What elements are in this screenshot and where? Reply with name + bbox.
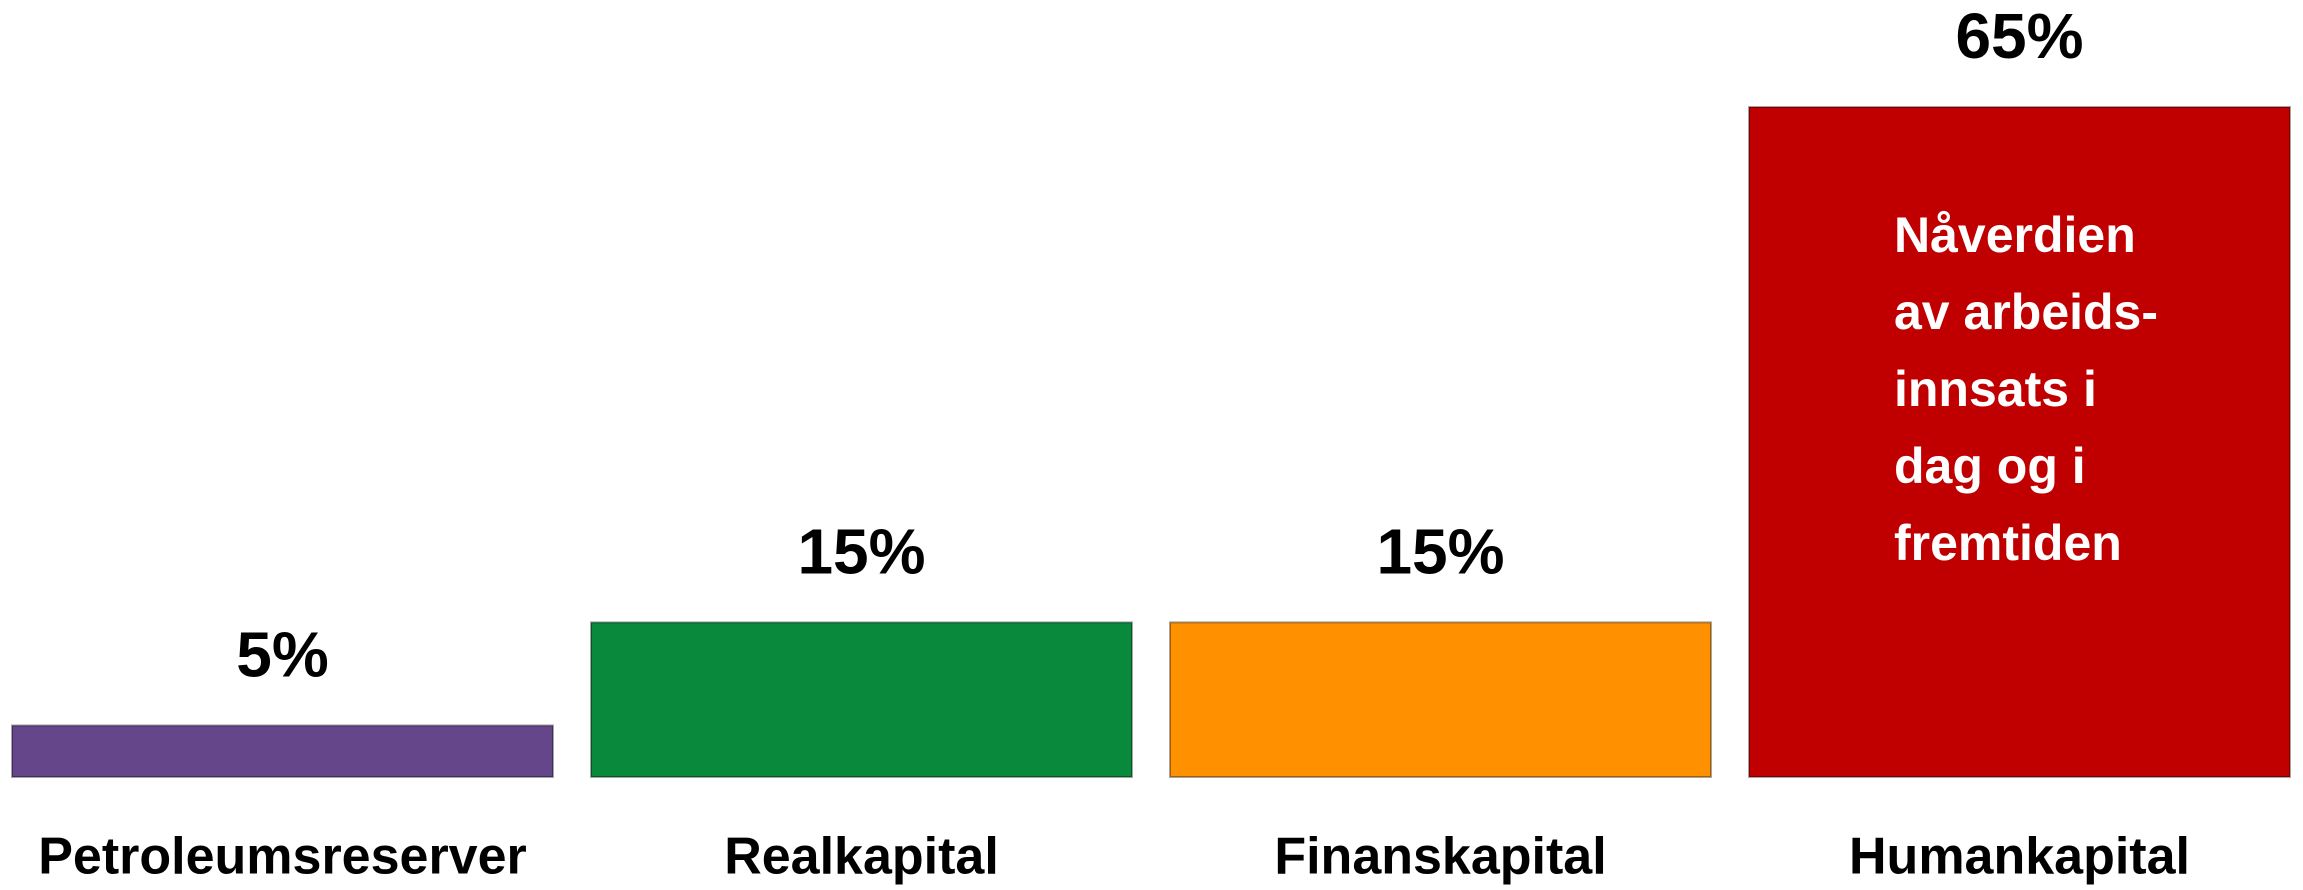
value-label: 65%	[1955, 0, 2083, 72]
annotation: fremtiden	[1894, 515, 2122, 571]
bar	[1748, 106, 2291, 778]
annotation: Nåverdien	[1894, 207, 2136, 263]
value-label: 15%	[1376, 515, 1504, 587]
bar	[11, 724, 554, 779]
annotation: dag og i	[1894, 438, 2086, 494]
x-tick-label: Finanskapital	[1274, 828, 1606, 886]
value-label: 5%	[236, 618, 329, 690]
x-tick-label: Petroleumsreserver	[38, 828, 527, 886]
annotation: innsats i	[1894, 361, 2097, 417]
bar	[1169, 621, 1712, 779]
value-label: 15%	[797, 515, 925, 587]
annotation: av arbeids-	[1894, 284, 2158, 340]
x-tick-label: Humankapital	[1849, 828, 2190, 886]
bar	[590, 621, 1133, 779]
x-tick-label: Realkapital	[724, 828, 999, 886]
